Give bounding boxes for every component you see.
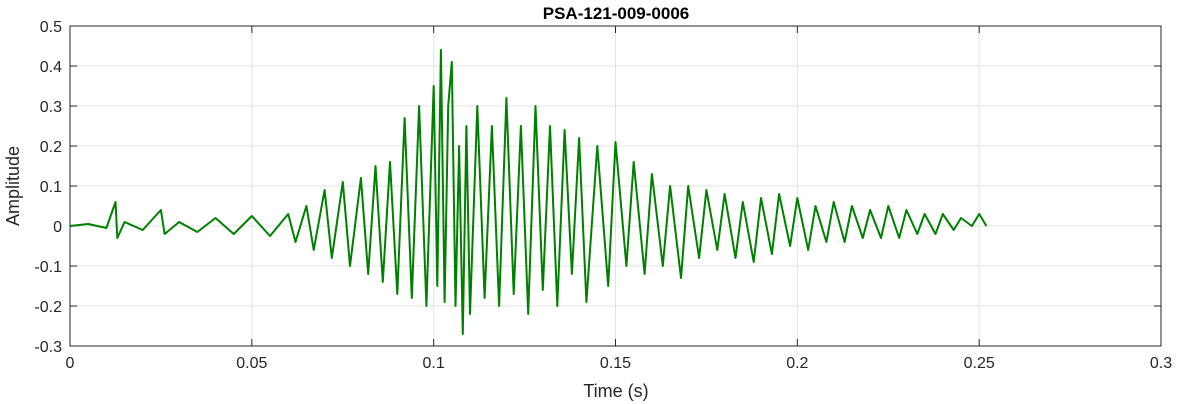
x-tick-label: 0.3 (1150, 355, 1172, 372)
x-tick-label: 0.2 (786, 355, 808, 372)
x-axis-label: Time (s) (583, 381, 648, 401)
y-tick-label: 0 (53, 219, 62, 236)
y-tick-label: 0.2 (40, 139, 62, 156)
x-tick-label: 0.05 (236, 355, 267, 372)
y-tick-label: -0.3 (34, 339, 62, 356)
y-tick-label: 0.3 (40, 99, 62, 116)
x-tick-label: 0.1 (423, 355, 445, 372)
x-tick-label: 0.25 (964, 355, 995, 372)
chart-title: PSA-121-009-0006 (543, 4, 689, 23)
y-tick-labels: -0.3 -0.2 -0.1 0 0.1 0.2 0.3 0.4 0.5 (34, 19, 62, 356)
y-tick-label: -0.2 (34, 299, 62, 316)
y-axis-label: Amplitude (3, 146, 23, 226)
x-tick-label: 0 (66, 355, 75, 372)
plot-frame (69, 25, 1162, 347)
grid-lines (69, 25, 1162, 347)
x-tick-label: 0.15 (600, 355, 631, 372)
x-tick-labels: 0 0.05 0.1 0.15 0.2 0.25 0.3 (66, 355, 1173, 372)
amplitude-line (69, 49, 988, 335)
y-tick-label: 0.5 (40, 19, 62, 36)
y-tick-label: 0.4 (40, 59, 62, 76)
y-tick-label: 0.1 (40, 179, 62, 196)
y-tick-label: -0.1 (34, 259, 62, 276)
